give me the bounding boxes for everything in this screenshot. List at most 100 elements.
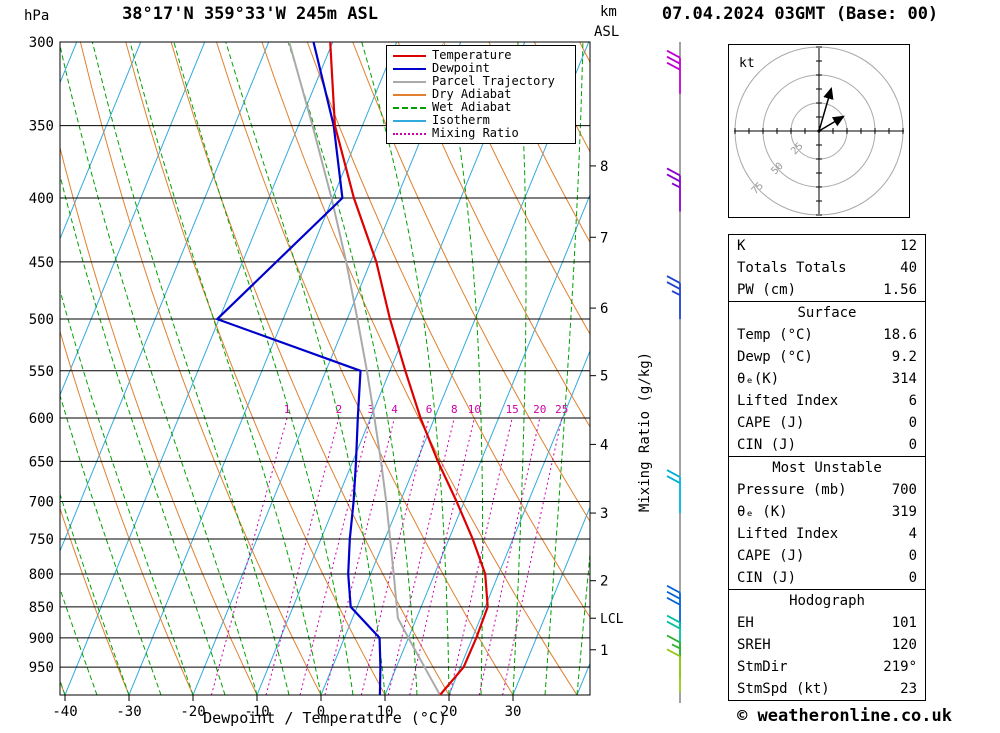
wind-barb xyxy=(666,634,681,679)
metric-label: CAPE (J) xyxy=(737,548,805,564)
table-row: StmSpd (kt) 23 xyxy=(729,678,925,700)
svg-text:25: 25 xyxy=(789,141,805,157)
svg-text:400: 400 xyxy=(29,191,54,207)
legend-row: Temperature xyxy=(393,49,569,62)
metric-label: K xyxy=(737,238,746,254)
x-axis-title: Dewpoint / Temperature (°C) xyxy=(203,709,447,727)
section-title: Hodograph xyxy=(789,593,865,609)
mixing-ratio-line-swatch xyxy=(393,132,426,135)
svg-text:10: 10 xyxy=(377,704,394,720)
table-row: Totals Totals 40 xyxy=(729,257,925,279)
table-row: EH 101 xyxy=(729,612,925,634)
sounding-profiles xyxy=(215,42,489,695)
legend-label: Wet Adiabat xyxy=(432,100,512,114)
metric-value: 700 xyxy=(891,482,917,498)
metric-value: 18.6 xyxy=(883,327,917,343)
table-row: CAPE (J) 0 xyxy=(729,412,925,434)
metric-label: SREH xyxy=(737,637,771,653)
table-row: PW (cm) 1.56 xyxy=(729,279,925,301)
svg-text:600: 600 xyxy=(29,411,54,427)
legend-label: Mixing Ratio xyxy=(432,126,519,140)
legend-label: Dewpoint xyxy=(432,61,490,75)
metric-value: 0 xyxy=(908,548,917,564)
svg-text:10: 10 xyxy=(468,403,481,416)
metric-value: 314 xyxy=(891,371,917,387)
dry-adiabat-line-swatch xyxy=(393,93,426,96)
svg-text:300: 300 xyxy=(29,35,54,51)
table-row: Pressure (mb) 700 xyxy=(729,479,925,501)
legend-row: Dewpoint xyxy=(393,62,569,75)
svg-text:20: 20 xyxy=(533,403,546,416)
svg-text:950: 950 xyxy=(29,660,54,676)
svg-text:5: 5 xyxy=(600,369,608,385)
svg-text:6: 6 xyxy=(600,301,608,317)
parcel-line-swatch xyxy=(393,80,426,83)
metric-label: PW (cm) xyxy=(737,282,797,298)
svg-text:20: 20 xyxy=(441,704,458,720)
table-row: Lifted Index 4 xyxy=(729,523,925,545)
legend-row: Isotherm xyxy=(393,114,569,127)
hodograph-wind-vector xyxy=(818,115,845,132)
svg-text:4: 4 xyxy=(391,403,398,416)
legend-row: Dry Adiabat xyxy=(393,88,569,101)
svg-text:1: 1 xyxy=(600,643,608,659)
section-title: Most Unstable xyxy=(772,460,882,476)
metric-value: 4 xyxy=(908,526,917,542)
metric-label: θₑ(K) xyxy=(737,371,780,387)
dewpoint-line-swatch xyxy=(393,67,426,70)
metric-value: 40 xyxy=(900,260,917,276)
svg-text:7: 7 xyxy=(600,230,608,246)
svg-text:450: 450 xyxy=(29,255,54,271)
svg-text:3: 3 xyxy=(368,403,375,416)
svg-text:1: 1 xyxy=(284,403,291,416)
legend-row: Parcel Trajectory xyxy=(393,75,569,88)
table-row: K 12 xyxy=(729,235,925,257)
run-date-title: 07.04.2024 03GMT (Base: 00) xyxy=(661,4,939,24)
table-row: CIN (J) 0 xyxy=(729,567,925,589)
metric-label: θₑ (K) xyxy=(737,504,788,520)
legend-label: Isotherm xyxy=(432,113,490,127)
svg-text:30: 30 xyxy=(505,704,522,720)
svg-text:8: 8 xyxy=(451,403,458,416)
metric-value: 319 xyxy=(891,504,917,520)
table-row: CIN (J) 0 xyxy=(729,434,925,456)
metric-value: 12 xyxy=(900,238,917,254)
metric-value: 0 xyxy=(908,437,917,453)
svg-text:500: 500 xyxy=(29,312,54,328)
svg-text:-10: -10 xyxy=(244,704,269,720)
legend-label: Temperature xyxy=(432,48,512,62)
asl-unit-label: ASL xyxy=(594,24,620,40)
svg-text:550: 550 xyxy=(29,364,54,380)
pressure-unit-label: hPa xyxy=(24,8,50,24)
svg-text:6: 6 xyxy=(426,403,433,416)
wet-adiabat-line-swatch xyxy=(393,106,426,109)
svg-text:0: 0 xyxy=(317,704,325,720)
wind-barb xyxy=(666,275,681,320)
svg-text:700: 700 xyxy=(29,495,54,511)
wind-barb xyxy=(666,49,681,94)
legend-label: Parcel Trajectory xyxy=(432,74,555,88)
wind-barb xyxy=(666,469,681,514)
metric-label: Lifted Index xyxy=(737,393,839,409)
metric-value: 0 xyxy=(908,570,917,586)
metric-value: 6 xyxy=(908,393,917,409)
metric-label: CIN (J) xyxy=(737,437,797,453)
svg-text:25: 25 xyxy=(555,403,568,416)
wind-barb xyxy=(666,167,681,212)
legend-label: Dry Adiabat xyxy=(432,87,512,101)
svg-text:3: 3 xyxy=(600,506,608,522)
svg-text:4: 4 xyxy=(600,437,608,453)
metric-value: 219° xyxy=(883,659,917,675)
svg-text:800: 800 xyxy=(29,567,54,583)
table-row: Temp (°C) 18.6 xyxy=(729,324,925,346)
table-row: SREH 120 xyxy=(729,634,925,656)
svg-text:850: 850 xyxy=(29,600,54,616)
hodograph-wind-vector xyxy=(818,86,834,132)
svg-text:2: 2 xyxy=(336,403,343,416)
svg-text:8: 8 xyxy=(600,159,608,175)
legend-row: Wet Adiabat xyxy=(393,101,569,114)
footer-credit: © weatheronline.co.uk xyxy=(737,706,952,726)
